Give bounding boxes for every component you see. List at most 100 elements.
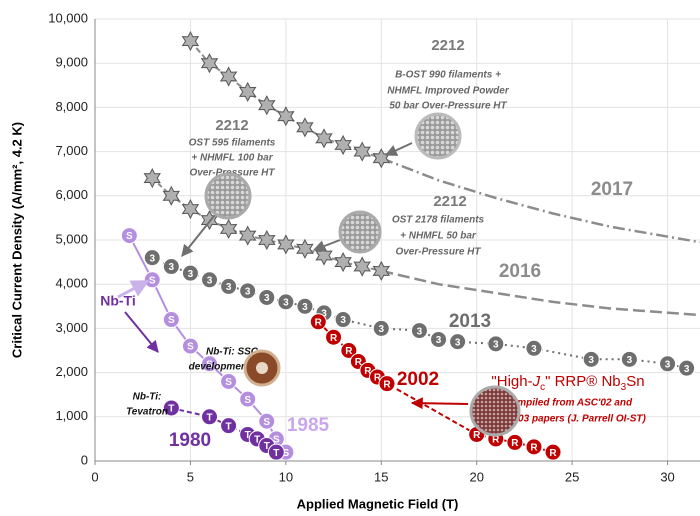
marker-letter: 3 — [340, 315, 346, 326]
marker-letter: T — [245, 430, 251, 441]
x-tick-label: 0 — [91, 469, 98, 484]
marker-letter: S — [206, 359, 213, 370]
marker-letter: S — [168, 315, 175, 326]
marker-letter: T — [273, 448, 279, 459]
y-tick-label: 6,000 — [55, 187, 88, 202]
marker — [325, 328, 343, 346]
marker — [506, 433, 524, 451]
x-tick-label: 15 — [374, 469, 388, 484]
series-line — [128, 235, 287, 453]
marker-letter: R — [549, 448, 557, 459]
cross-section-icon — [469, 385, 521, 437]
marker — [340, 342, 358, 359]
marker — [162, 399, 180, 417]
marker-letter: 3 — [684, 364, 690, 375]
arrow — [117, 279, 150, 299]
curve-label: 1980 — [169, 430, 211, 451]
marker-letter: R — [473, 430, 481, 441]
annotation-line: + NHMFL 50 bar — [400, 231, 477, 242]
marker-letter: 3 — [283, 298, 289, 309]
annotation-title: "High-Jc" RRP® Nb3Sn — [491, 373, 644, 393]
x-tick-label: 30 — [660, 469, 674, 484]
curve-label: 2017 — [591, 179, 633, 200]
marker-letter: 3 — [188, 269, 194, 280]
arrow — [181, 215, 215, 257]
marker — [678, 359, 696, 377]
star-marker — [334, 252, 352, 273]
marker-letter: S — [187, 342, 194, 353]
y-tick-label: 5,000 — [55, 231, 88, 246]
annotation-title: 2212 — [433, 193, 466, 210]
annotation-line: + NHMFL 100 bar — [191, 153, 273, 164]
marker — [239, 282, 257, 300]
marker-letter: 3 — [417, 326, 423, 337]
annotation-line: Nb-Ti: SSC — [206, 347, 259, 358]
marker-letter: R — [364, 366, 372, 377]
marker — [143, 249, 161, 267]
y-tick-label: 2,000 — [55, 364, 88, 379]
y-tick-label: 10,000 — [48, 10, 88, 25]
marker-letter: 3 — [245, 286, 251, 297]
marker — [378, 375, 396, 393]
annotation-line: 50 bar Over-Pressure HT — [389, 101, 507, 112]
y-axis-title: Critical Current Density (A/mm², 4.2 K) — [9, 122, 24, 358]
marker-letter: R — [315, 317, 323, 328]
annotation-line: Nb-Ti: — [133, 392, 162, 403]
marker — [239, 390, 257, 408]
marker — [277, 293, 295, 311]
marker-letter: S — [126, 231, 133, 242]
curve-label: 2013 — [449, 311, 491, 332]
marker — [181, 264, 199, 282]
curve-label: 1985 — [287, 415, 330, 436]
marker — [201, 271, 219, 289]
y-tick-label: 3,000 — [55, 320, 88, 335]
marker — [410, 322, 428, 340]
annotation-part: "High- — [491, 373, 532, 390]
annotation-line: development 1985 — [189, 362, 276, 373]
marker — [544, 443, 562, 461]
x-axis-title: Applied Magnetic Field (T) — [297, 496, 459, 511]
marker-letter: R — [355, 357, 363, 368]
x-tick-label: 5 — [187, 469, 194, 484]
annotation-line: NHMFL Improved Powder — [387, 86, 510, 97]
marker-letter: S — [283, 448, 290, 459]
marker-letter: S — [225, 377, 232, 388]
marker — [525, 438, 543, 456]
star-marker — [181, 31, 200, 52]
marker — [201, 355, 219, 373]
annotation-line: B-OST 990 filaments + — [395, 70, 501, 81]
star-marker — [258, 229, 276, 251]
annotation-part: Sn — [626, 373, 644, 390]
trend-line — [380, 157, 700, 244]
marker-letter: 3 — [264, 293, 270, 304]
star-marker — [258, 95, 276, 116]
marker-letter: R — [383, 379, 391, 390]
trend-line — [381, 269, 700, 317]
star-marker — [143, 168, 161, 189]
x-tick-label: 25 — [565, 469, 579, 484]
marker-letter: 3 — [665, 359, 671, 370]
marker — [430, 330, 448, 348]
star-marker — [162, 185, 181, 206]
annotation-part: c — [540, 382, 545, 393]
y-tick-label: 4,000 — [55, 276, 88, 291]
marker-letter: R — [530, 442, 538, 453]
curve-label: 2016 — [499, 261, 541, 282]
marker-letter: S — [244, 395, 251, 406]
x-tick-label: 10 — [279, 469, 293, 484]
annotation-line: Over-Pressure HT — [395, 247, 481, 258]
arrow — [124, 311, 159, 353]
star-marker — [219, 218, 238, 239]
annotation-part: " RRP® Nb — [545, 373, 621, 390]
marker-letter: 3 — [493, 340, 499, 351]
annotation-line: OST 2178 filaments — [392, 215, 485, 226]
marker — [449, 333, 467, 351]
y-tick-label: 0 — [81, 452, 88, 467]
marker-letter: R — [511, 438, 519, 449]
marker — [220, 417, 238, 435]
annotation-title: 2212 — [431, 37, 464, 54]
marker-letter: S — [149, 275, 156, 286]
y-tick-label: 8,000 — [55, 99, 88, 114]
marker — [309, 313, 327, 331]
star-marker — [296, 117, 314, 138]
